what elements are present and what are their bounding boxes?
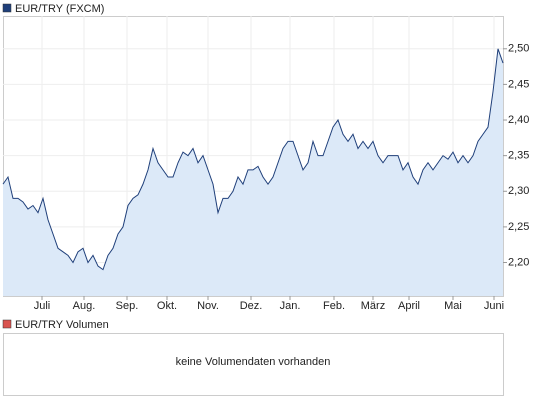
area-fill [3,48,503,297]
x-tick-label: Jan. [280,300,301,312]
x-tick-label: Sep. [116,300,139,312]
legend-swatch [2,319,12,329]
x-tick-label: Mai [444,300,462,312]
y-tick-label: 2,25 [508,221,529,233]
price-line [2,48,504,271]
legend-label: EUR/TRY (FXCM) [15,3,104,15]
y-tick-label: 2,50 [508,43,529,55]
y-tick-label: 2,35 [508,150,529,162]
y-tick-label: 2,45 [508,78,529,90]
x-tick-label: Okt. [157,300,177,312]
x-tick-label: April [398,300,420,312]
x-tick-label: Juni [484,300,504,312]
x-tick-label: Juli [34,300,51,312]
y-tick-label: 2,20 [508,256,529,268]
no-data-message: keine Volumendaten vorhanden [176,356,331,368]
x-tick-label: Feb. [323,300,345,312]
x-tick-label: Nov. [197,300,219,312]
legend-label: EUR/TRY Volumen [15,319,109,331]
y-tick-label: 2,30 [508,185,529,197]
volume-panel [3,333,504,396]
legend-swatch [2,3,12,13]
y-tick-label: 2,40 [508,114,529,126]
x-tick-label: Dez. [240,300,263,312]
x-tick-label: März [361,300,385,312]
x-tick-label: Aug. [73,300,96,312]
